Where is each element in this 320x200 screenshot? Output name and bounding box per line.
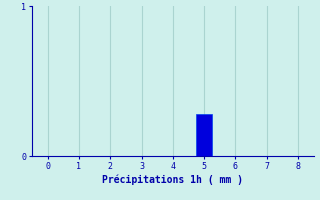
Bar [196,114,212,156]
X-axis label: Précipitations 1h ( mm ): Précipitations 1h ( mm ) [102,175,243,185]
